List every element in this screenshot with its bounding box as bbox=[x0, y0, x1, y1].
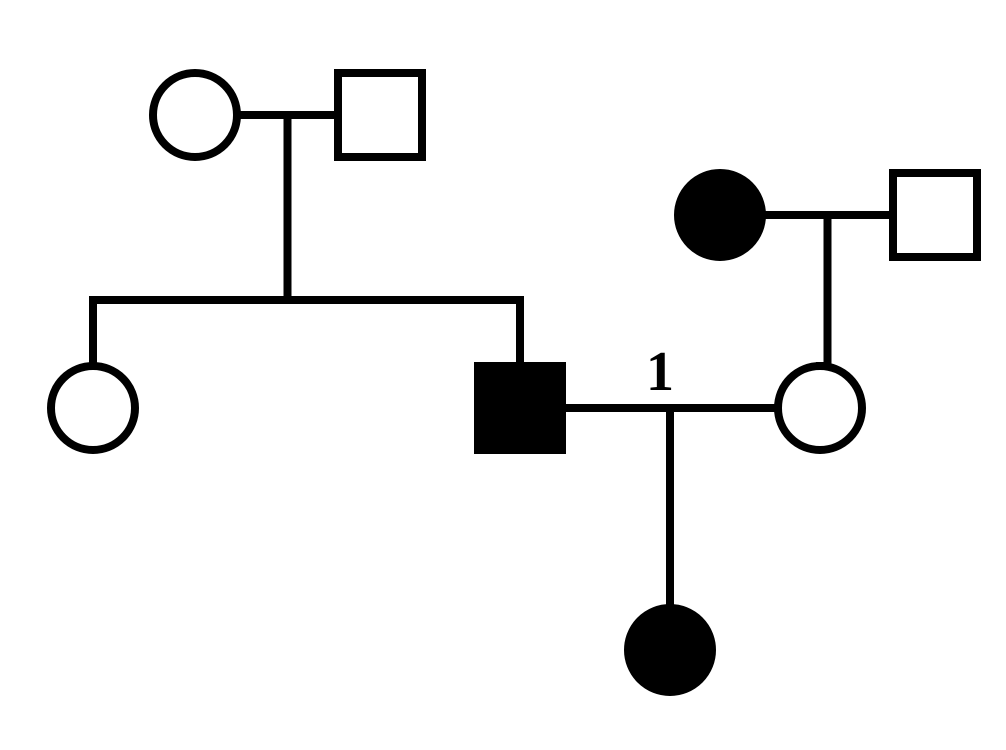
pedigree-female-I-3 bbox=[678, 173, 762, 257]
pedigree-female-II-3 bbox=[778, 366, 862, 450]
pedigree-label: 1 bbox=[646, 341, 674, 403]
pedigree-male-I-2 bbox=[338, 73, 422, 157]
pedigree-diagram: 1 bbox=[0, 0, 1006, 750]
pedigree-male-I-4 bbox=[893, 173, 977, 257]
pedigree-female-II-1 bbox=[51, 366, 135, 450]
pedigree-female-III-1 bbox=[628, 608, 712, 692]
pedigree-male-II-2 bbox=[478, 366, 562, 450]
pedigree-female-I-1 bbox=[153, 73, 237, 157]
